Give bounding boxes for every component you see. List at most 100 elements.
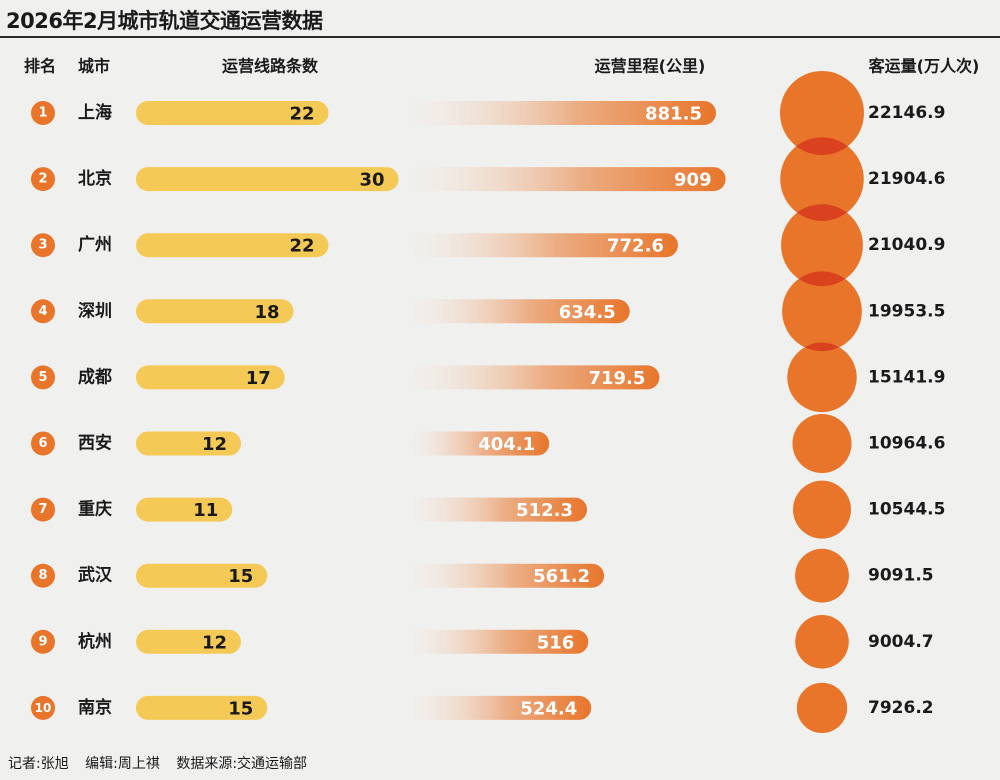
city-name: 深圳 xyxy=(78,300,112,321)
column-headers: 排名 城市 运营线路条数 运营里程(公里) 客运量(万人次) xyxy=(24,57,979,76)
passenger-bubble xyxy=(787,342,857,413)
lines-value-label: 22 xyxy=(289,236,314,257)
rank-number: 1 xyxy=(38,106,47,121)
title-divider xyxy=(0,36,1000,38)
lines-value-label: 18 xyxy=(254,302,279,323)
rank-number: 8 xyxy=(38,568,47,583)
passenger-bubble xyxy=(792,413,852,474)
mileage-bar xyxy=(408,167,726,192)
mileage-value-label: 634.5 xyxy=(559,302,616,323)
passenger-bubble xyxy=(793,480,851,539)
lines-value-label: 15 xyxy=(228,698,253,719)
rank-number: 9 xyxy=(38,634,47,649)
city-name: 南京 xyxy=(78,697,112,718)
lines-value-label: 12 xyxy=(202,434,227,455)
rank-number: 2 xyxy=(38,172,47,187)
lines-bar xyxy=(136,365,285,390)
passenger-value-label: 9091.5 xyxy=(868,566,934,586)
city-name: 上海 xyxy=(78,102,112,123)
mileage-bar xyxy=(408,629,589,654)
passenger-bubble xyxy=(780,71,864,155)
mileage-bar xyxy=(408,695,592,720)
passenger-bubble xyxy=(795,548,849,603)
mileage-bar xyxy=(408,497,587,522)
passenger-bubble xyxy=(782,271,862,352)
rank-badge xyxy=(31,431,55,456)
city-name: 北京 xyxy=(78,168,112,189)
passenger-bubbles xyxy=(780,71,864,734)
passenger-value-label: 9004.7 xyxy=(868,632,934,652)
mileage-value-label: 512.3 xyxy=(516,500,573,521)
header-rank: 排名 xyxy=(24,57,56,76)
lines-bar xyxy=(136,101,329,125)
city-name: 杭州 xyxy=(78,631,112,652)
rank-badge xyxy=(31,365,55,390)
rank-number: 7 xyxy=(38,502,47,517)
rank-number: 6 xyxy=(38,436,47,451)
rank-number: 5 xyxy=(38,370,47,385)
passenger-bubble xyxy=(780,137,864,221)
passenger-value-label: 15141.9 xyxy=(868,367,945,387)
passenger-bubble xyxy=(795,615,849,669)
lines-bar xyxy=(136,695,268,720)
lines-bar xyxy=(136,299,294,324)
rank-badge xyxy=(31,695,55,720)
header-city: 城市 xyxy=(78,57,110,76)
mileage-bar xyxy=(408,365,660,390)
bubble-overlap xyxy=(796,137,848,155)
passenger-bubble xyxy=(781,204,863,287)
rank-number: 3 xyxy=(38,238,47,253)
rank-badge xyxy=(31,629,55,654)
header-passengers: 客运量(万人次) xyxy=(869,57,980,76)
passenger-value-label: 10544.5 xyxy=(868,500,945,520)
bubble-overlap xyxy=(797,204,847,221)
city-name: 成都 xyxy=(78,366,112,387)
header-lines: 运营线路条数 xyxy=(222,57,319,76)
rank-badge xyxy=(31,233,55,258)
lines-bar xyxy=(136,233,329,258)
rank-number: 10 xyxy=(35,701,52,715)
bubble-overlap xyxy=(804,342,840,352)
passenger-value-label: 21040.9 xyxy=(868,235,945,255)
city-name: 西安 xyxy=(78,433,112,454)
mileage-value-label: 881.5 xyxy=(645,104,702,125)
table-rows: 1 上海 22 881.5 2 北京 30 909 3 广州 22 772.6 4 深圳 18 634.5 5 成… xyxy=(31,101,726,720)
rank-number: 4 xyxy=(38,304,47,319)
lines-bar xyxy=(136,563,268,588)
lines-bar xyxy=(136,431,241,456)
mileage-value-label: 772.6 xyxy=(607,236,664,257)
chart-title: 2026年2月城市轨道交通运营数据 xyxy=(6,9,323,33)
city-name: 武汉 xyxy=(78,565,113,586)
rank-badge xyxy=(31,299,55,324)
lines-value-label: 22 xyxy=(289,104,314,125)
mileage-bar xyxy=(408,101,716,125)
editor-credit: 编辑:周上祺 xyxy=(85,756,160,772)
mileage-bar xyxy=(408,233,678,258)
bubble-overlap xyxy=(798,271,846,287)
lines-value-label: 15 xyxy=(228,566,253,587)
lines-value-label: 12 xyxy=(202,632,227,653)
header-mileage: 运营里程(公里) xyxy=(595,57,706,76)
mileage-value-label: 404.1 xyxy=(478,434,535,455)
city-name: 重庆 xyxy=(78,499,112,520)
lines-bar xyxy=(136,497,233,522)
passenger-value-label: 7926.2 xyxy=(868,698,934,718)
lines-bar xyxy=(136,167,399,192)
city-name: 广州 xyxy=(78,234,112,255)
lines-value-label: 30 xyxy=(359,170,384,191)
lines-value-label: 11 xyxy=(193,500,218,521)
mileage-bar xyxy=(408,431,550,456)
passenger-value-label: 21904.6 xyxy=(868,169,945,189)
passenger-value-label: 22146.9 xyxy=(868,103,945,123)
footer: 记者:张旭 编辑:周上祺 数据来源:交通运输部 xyxy=(8,753,319,773)
reporter-credit: 记者:张旭 xyxy=(8,756,69,772)
passenger-labels: 22146.9 21904.6 21040.9 19953.5 15141.9 10964… xyxy=(868,103,945,718)
mileage-value-label: 719.5 xyxy=(588,368,645,389)
rank-badge xyxy=(31,563,55,588)
mileage-value-label: 516 xyxy=(537,632,575,653)
rank-badge xyxy=(31,101,55,125)
passenger-bubble xyxy=(796,682,848,734)
source-credit: 数据来源:交通运输部 xyxy=(176,756,308,772)
mileage-value-label: 561.2 xyxy=(533,566,590,587)
